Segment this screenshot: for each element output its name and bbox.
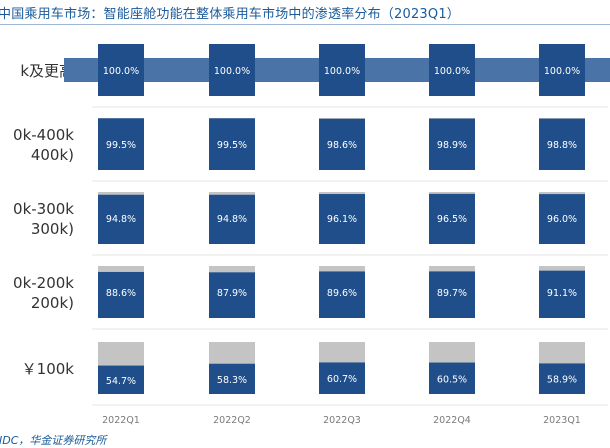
value-label: 99.5% xyxy=(217,140,247,151)
bar-filled xyxy=(539,194,585,244)
bar-remainder xyxy=(319,266,365,272)
bar-filled xyxy=(319,362,365,394)
bar-filled xyxy=(98,44,144,96)
value-label: 60.7% xyxy=(327,374,357,385)
row-label: 0k-300k xyxy=(13,200,74,218)
row-label: 0k-400k xyxy=(13,126,74,144)
value-label: 98.9% xyxy=(437,140,467,151)
bar-remainder xyxy=(429,192,475,194)
bar-filled xyxy=(98,365,144,394)
bar-remainder xyxy=(539,266,585,271)
value-label: 88.6% xyxy=(106,288,136,299)
bar-remainder xyxy=(539,342,585,364)
bar-remainder xyxy=(209,342,255,364)
value-label: 96.1% xyxy=(327,214,357,225)
value-label: 58.3% xyxy=(217,375,247,386)
row-label: 400k) xyxy=(31,146,74,164)
bar-filled xyxy=(539,118,585,170)
value-label: 100.0% xyxy=(434,66,470,77)
bar-remainder xyxy=(319,118,365,119)
bar-filled xyxy=(209,118,255,170)
bar-filled xyxy=(429,362,475,394)
title-divider xyxy=(0,24,610,25)
bar-remainder xyxy=(429,342,475,363)
bar-remainder xyxy=(319,342,365,363)
bar-filled xyxy=(209,363,255,394)
x-tick-label: 2023Q1 xyxy=(543,415,581,426)
bar-filled xyxy=(319,271,365,318)
x-tick-label: 2022Q4 xyxy=(433,415,471,426)
value-label: 94.8% xyxy=(217,214,247,225)
bar-remainder xyxy=(209,192,255,195)
bar-remainder xyxy=(98,266,144,272)
bar-remainder xyxy=(319,192,365,195)
row-label: 200k) xyxy=(31,294,74,312)
x-tick-label: 2022Q1 xyxy=(102,415,140,426)
bar-remainder xyxy=(98,342,144,366)
bar-remainder xyxy=(209,266,255,273)
bar-filled xyxy=(209,44,255,96)
bar-filled xyxy=(319,44,365,96)
bar-remainder xyxy=(429,118,475,119)
value-label: 58.9% xyxy=(547,375,577,386)
bar-filled xyxy=(429,193,475,244)
bar-filled xyxy=(429,118,475,170)
bar-filled xyxy=(319,118,365,170)
value-label: 100.0% xyxy=(544,66,580,77)
bar-filled xyxy=(209,194,255,244)
value-label: 89.7% xyxy=(437,288,467,299)
bar-filled xyxy=(98,271,144,318)
bar-filled xyxy=(98,194,144,244)
value-label: 96.0% xyxy=(547,214,577,225)
value-label: 100.0% xyxy=(103,66,139,77)
value-label: 91.1% xyxy=(547,288,577,299)
chart-title: 中国乘用车市场：智能座舱功能在整体乘用车市场中的渗透率分布（2023Q1） xyxy=(0,7,460,22)
value-label: 99.5% xyxy=(106,140,136,151)
value-label: 98.6% xyxy=(327,140,357,151)
value-label: 96.5% xyxy=(437,214,467,225)
bar-remainder xyxy=(429,266,475,272)
x-tick-label: 2022Q3 xyxy=(323,415,361,426)
bar-filled xyxy=(429,44,475,96)
bar-filled xyxy=(539,44,585,96)
source-note: IDC，华金证券研究所 xyxy=(0,434,107,447)
value-label: 89.6% xyxy=(327,288,357,299)
row-label: 0k-200k xyxy=(13,274,74,292)
row-label: 300k) xyxy=(31,220,74,238)
value-label: 60.5% xyxy=(437,374,467,385)
bar-filled xyxy=(209,272,255,318)
x-tick-label: 2022Q2 xyxy=(213,415,251,426)
value-label: 54.7% xyxy=(106,376,136,387)
bar-remainder xyxy=(539,192,585,195)
value-label: 100.0% xyxy=(214,66,250,77)
row-label: ￥100k xyxy=(22,360,75,378)
bar-filled xyxy=(539,363,585,394)
value-label: 100.0% xyxy=(324,66,360,77)
value-label: 87.9% xyxy=(217,288,247,299)
value-label: 94.8% xyxy=(106,214,136,225)
bar-filled xyxy=(539,270,585,318)
bar-remainder xyxy=(98,192,144,195)
bar-filled xyxy=(319,194,365,244)
bar-remainder xyxy=(539,118,585,119)
bar-filled xyxy=(429,271,475,318)
row-label: k及更高 xyxy=(20,62,74,80)
bar-filled xyxy=(98,118,144,170)
value-label: 98.8% xyxy=(547,140,577,151)
